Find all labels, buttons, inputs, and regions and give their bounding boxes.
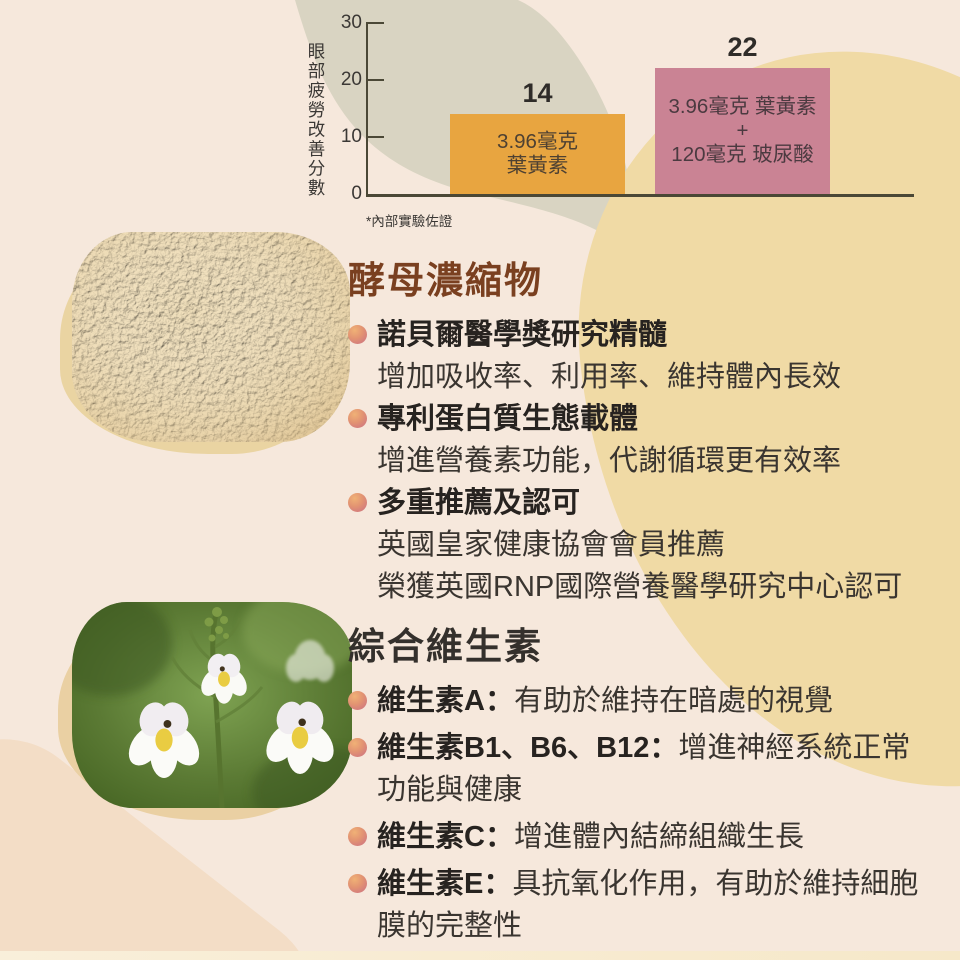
bullet-dot-icon <box>348 325 367 344</box>
list-item: 維生素A：有助於維持在暗處的視覺 <box>348 680 936 722</box>
tick-mark-30 <box>367 22 384 25</box>
list-item: 諾貝爾醫學獎研究精髓 <box>348 314 936 356</box>
item-desc: 有助於維持在暗處的視覺 <box>513 685 833 717</box>
bar-ha-caption-line1: 3.96毫克 葉黃素 <box>668 94 817 118</box>
bar-lutein-caption-line2: 葉黃素 <box>506 154 569 177</box>
bar-ha-caption-line3: 120毫克 玻尿酸 <box>671 143 814 167</box>
item-title: 專利蛋白質生態載體 <box>377 403 639 435</box>
item-title: 維生素A： <box>377 685 514 717</box>
bar-lutein-hyaluronic: 22 3.96毫克 葉黃素 + 120毫克 玻尿酸 <box>655 32 830 194</box>
list-item: 維生素C：增進體內結締組織生長 <box>348 816 936 858</box>
item-desc: 增進神經系統正常功能與健康 <box>377 732 911 806</box>
yeast-powder-image <box>72 232 350 442</box>
tick-label-10: 10 <box>340 126 362 147</box>
x-axis-line <box>366 194 914 197</box>
item-title: 諾貝爾醫學獎研究精髓 <box>377 319 668 351</box>
y-axis-line <box>366 22 369 194</box>
bullet-dot-icon <box>348 827 367 846</box>
item-detail: 英國皇家健康協會會員推薦 <box>377 529 726 561</box>
section-yeast: 酵母濃縮物 諾貝爾醫學獎研究精髓 增加吸收率、利用率、維持體內長效 專利蛋白質生… <box>348 250 936 608</box>
eye-fatigue-bar-chart: 眼部疲勞改善分數 30 20 10 0 14 3.96毫克 葉黃素 22 3.9… <box>300 8 918 238</box>
section-vitamins: 綜合維生素 維生素A：有助於維持在暗處的視覺 維生素B1、B6、B12：增進神經… <box>348 616 936 952</box>
tick-mark-20 <box>367 79 384 82</box>
bottom-strip <box>0 951 960 960</box>
tick-label-0: 0 <box>351 183 362 204</box>
bar-lutein: 14 3.96毫克 葉黃素 <box>450 78 625 194</box>
bullet-dot-icon <box>348 874 367 893</box>
list-item: 多重推薦及認可 <box>348 482 936 524</box>
bar-lutein-caption: 3.96毫克 葉黃素 <box>450 114 625 194</box>
item-title: 維生素E： <box>377 868 513 900</box>
item-desc: 增進體內結締組織生長 <box>513 821 804 853</box>
yeast-powder-photo <box>72 232 350 442</box>
tick-label-20: 20 <box>340 69 362 90</box>
section-yeast-heading: 酵母濃縮物 <box>348 260 543 301</box>
item-title: 維生素C： <box>377 821 514 853</box>
list-item: 維生素B1、B6、B12：增進神經系統正常功能與健康 <box>348 727 936 811</box>
chart-footnote: *內部實驗佐證 <box>366 214 453 229</box>
list-item: 專利蛋白質生態載體 <box>348 398 936 440</box>
tick-label-30: 30 <box>340 12 362 33</box>
bullet-dot-icon <box>348 691 367 710</box>
y-axis-label: 眼部疲勞改善分數 <box>306 42 326 198</box>
item-desc: 具抗氧化作用，有助於維持細胞膜的完整性 <box>377 868 919 942</box>
item-detail: 榮獲英國RNP國際營養醫學研究中心認可 <box>377 571 903 603</box>
yeast-photo-block <box>60 232 352 456</box>
eyebright-flower-photo <box>72 602 352 808</box>
bar-lutein-hyaluronic-caption: 3.96毫克 葉黃素 + 120毫克 玻尿酸 <box>655 68 830 194</box>
section-vitamins-heading: 綜合維生素 <box>348 626 543 667</box>
bar-lutein-hyaluronic-value: 22 <box>727 32 758 62</box>
bar-lutein-value: 14 <box>522 78 553 108</box>
bar-ha-caption-line2: + <box>736 118 749 142</box>
bullet-dot-icon <box>348 493 367 512</box>
flower-photo-block <box>58 602 354 822</box>
bullet-dot-icon <box>348 409 367 428</box>
item-detail: 增進營養素功能，代謝循環更有效率 <box>377 445 842 477</box>
list-item: 維生素E：具抗氧化作用，有助於維持細胞膜的完整性 <box>348 863 936 947</box>
eyebright-flower-image <box>72 602 352 808</box>
item-title: 維生素B1、B6、B12： <box>377 732 679 764</box>
bullet-dot-icon <box>348 738 367 757</box>
tick-mark-10 <box>367 136 384 139</box>
item-title: 多重推薦及認可 <box>377 487 581 519</box>
bar-lutein-caption-line1: 3.96毫克 <box>497 129 578 153</box>
item-detail: 增加吸收率、利用率、維持體內長效 <box>377 361 842 393</box>
